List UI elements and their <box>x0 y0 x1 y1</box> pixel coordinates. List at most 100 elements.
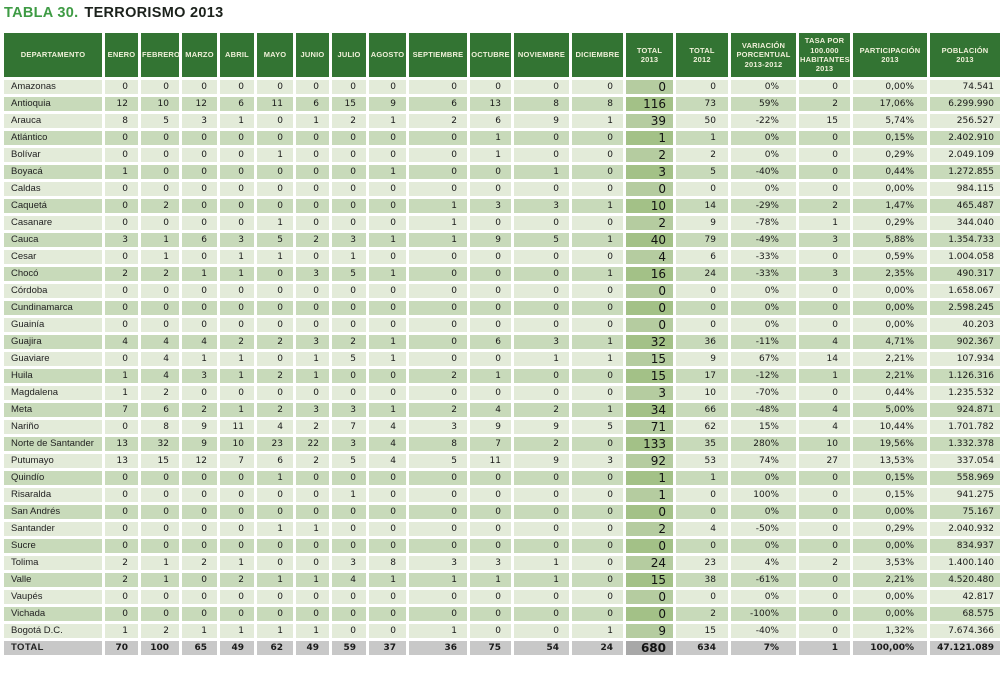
cell-julio: 5 <box>332 352 366 366</box>
cell-total-2012: 0 <box>676 539 728 553</box>
row-label: Putumayo <box>4 454 102 468</box>
cell-diciembre: 0 <box>572 318 623 332</box>
table-row: Bolívar 0 0 0 0 1 0 0 0 0 1 0 0 2 2 0% 0 0,29% 2.049.109 <box>4 148 1000 162</box>
cell-tasa: 1 <box>799 369 850 383</box>
table-row: Atlántico 0 0 0 0 0 0 0 0 0 1 0 0 1 1 0% 0 0,15% 2.402.910 <box>4 131 1000 145</box>
cell-participacion: 2,21% <box>853 352 927 366</box>
cell-total-2013: 0 <box>626 607 673 621</box>
cell-septiembre: 0 <box>409 80 467 94</box>
cell-mayo: 0 <box>257 284 293 298</box>
cell-variacion: 0% <box>731 80 796 94</box>
cell-abril: 1 <box>220 267 254 281</box>
cell-tasa: 15 <box>799 114 850 128</box>
cell-septiembre: 2 <box>409 403 467 417</box>
cell-mayo: 2 <box>257 369 293 383</box>
cell-enero: 0 <box>105 318 138 332</box>
cell-total-2013: 3 <box>626 386 673 400</box>
cell-participacion: 0,29% <box>853 522 927 536</box>
cell-abril: 0 <box>220 131 254 145</box>
cell-variacion: 67% <box>731 352 796 366</box>
cell-julio: 0 <box>332 131 366 145</box>
cell-julio: 0 <box>332 624 366 638</box>
column-header-octubre: OCTUBRE <box>470 33 511 77</box>
cell-septiembre: 0 <box>409 488 467 502</box>
report-page: TABLA 30. TERRORISMO 2013 DEPARTAMENTO ENE… <box>4 5 1000 655</box>
row-label: Valle <box>4 573 102 587</box>
cell-junio: 1 <box>296 369 329 383</box>
cell-octubre: 3 <box>470 199 511 213</box>
row-label: Huila <box>4 369 102 383</box>
cell-agosto: 0 <box>369 148 406 162</box>
row-label: Cesar <box>4 250 102 264</box>
cell-variacion: 7% <box>731 641 796 655</box>
cell-tasa: 0 <box>799 182 850 196</box>
cell-enero: 0 <box>105 488 138 502</box>
cell-noviembre: 0 <box>514 607 569 621</box>
cell-poblacion: 47.121.089 <box>930 641 1000 655</box>
cell-febrero: 2 <box>141 386 179 400</box>
table-row: Cauca 3 1 6 3 5 2 3 1 1 9 5 1 40 79 -49% 3 5,88% 1.354.733 <box>4 233 1000 247</box>
cell-noviembre: 0 <box>514 250 569 264</box>
cell-variacion: 0% <box>731 539 796 553</box>
cell-total-2012: 9 <box>676 352 728 366</box>
cell-septiembre: 0 <box>409 386 467 400</box>
cell-tasa: 0 <box>799 607 850 621</box>
row-label: Vaupés <box>4 590 102 604</box>
cell-participacion: 5,88% <box>853 233 927 247</box>
cell-mayo: 0 <box>257 590 293 604</box>
cell-octubre: 0 <box>470 267 511 281</box>
cell-agosto: 0 <box>369 539 406 553</box>
cell-septiembre: 0 <box>409 335 467 349</box>
cell-julio: 0 <box>332 199 366 213</box>
cell-total-2013: 0 <box>626 301 673 315</box>
cell-febrero: 1 <box>141 573 179 587</box>
cell-tasa: 0 <box>799 471 850 485</box>
cell-total-2013: 0 <box>626 505 673 519</box>
cell-agosto: 0 <box>369 488 406 502</box>
cell-total-2012: 53 <box>676 454 728 468</box>
cell-total-2012: 2 <box>676 607 728 621</box>
cell-febrero: 0 <box>141 505 179 519</box>
cell-poblacion: 344.040 <box>930 216 1000 230</box>
cell-mayo: 1 <box>257 148 293 162</box>
column-header-total-2013: TOTAL 2013 <box>626 33 673 77</box>
cell-agosto: 4 <box>369 437 406 451</box>
cell-julio: 1 <box>332 250 366 264</box>
cell-total-2012: 73 <box>676 97 728 111</box>
cell-agosto: 1 <box>369 233 406 247</box>
cell-variacion: 100% <box>731 488 796 502</box>
cell-mayo: 0 <box>257 301 293 315</box>
cell-enero: 12 <box>105 97 138 111</box>
cell-julio: 3 <box>332 556 366 570</box>
table-row: Tolima 2 1 2 1 0 0 3 8 3 3 1 0 24 23 4% 2 3,53% 1.400.140 <box>4 556 1000 570</box>
cell-marzo: 0 <box>182 386 217 400</box>
cell-enero: 2 <box>105 267 138 281</box>
row-label: Cundinamarca <box>4 301 102 315</box>
cell-marzo: 3 <box>182 369 217 383</box>
cell-diciembre: 0 <box>572 471 623 485</box>
cell-enero: 2 <box>105 573 138 587</box>
cell-agosto: 0 <box>369 301 406 315</box>
cell-febrero: 0 <box>141 284 179 298</box>
cell-participacion: 0,00% <box>853 80 927 94</box>
cell-noviembre: 0 <box>514 522 569 536</box>
cell-noviembre: 0 <box>514 148 569 162</box>
cell-octubre: 0 <box>470 352 511 366</box>
cell-enero: 1 <box>105 165 138 179</box>
cell-enero: 4 <box>105 335 138 349</box>
cell-poblacion: 1.272.855 <box>930 165 1000 179</box>
cell-julio: 0 <box>332 590 366 604</box>
cell-variacion: 15% <box>731 420 796 434</box>
cell-mayo: 1 <box>257 624 293 638</box>
cell-enero: 1 <box>105 624 138 638</box>
table-row: Risaralda 0 0 0 0 0 0 1 0 0 0 0 0 1 0 100% 0 0,15% 941.275 <box>4 488 1000 502</box>
cell-participacion: 19,56% <box>853 437 927 451</box>
cell-agosto: 4 <box>369 454 406 468</box>
cell-agosto: 0 <box>369 250 406 264</box>
cell-agosto: 1 <box>369 165 406 179</box>
cell-enero: 8 <box>105 114 138 128</box>
cell-variacion: 0% <box>731 301 796 315</box>
cell-agosto: 0 <box>369 80 406 94</box>
cell-febrero: 0 <box>141 607 179 621</box>
cell-mayo: 0 <box>257 505 293 519</box>
